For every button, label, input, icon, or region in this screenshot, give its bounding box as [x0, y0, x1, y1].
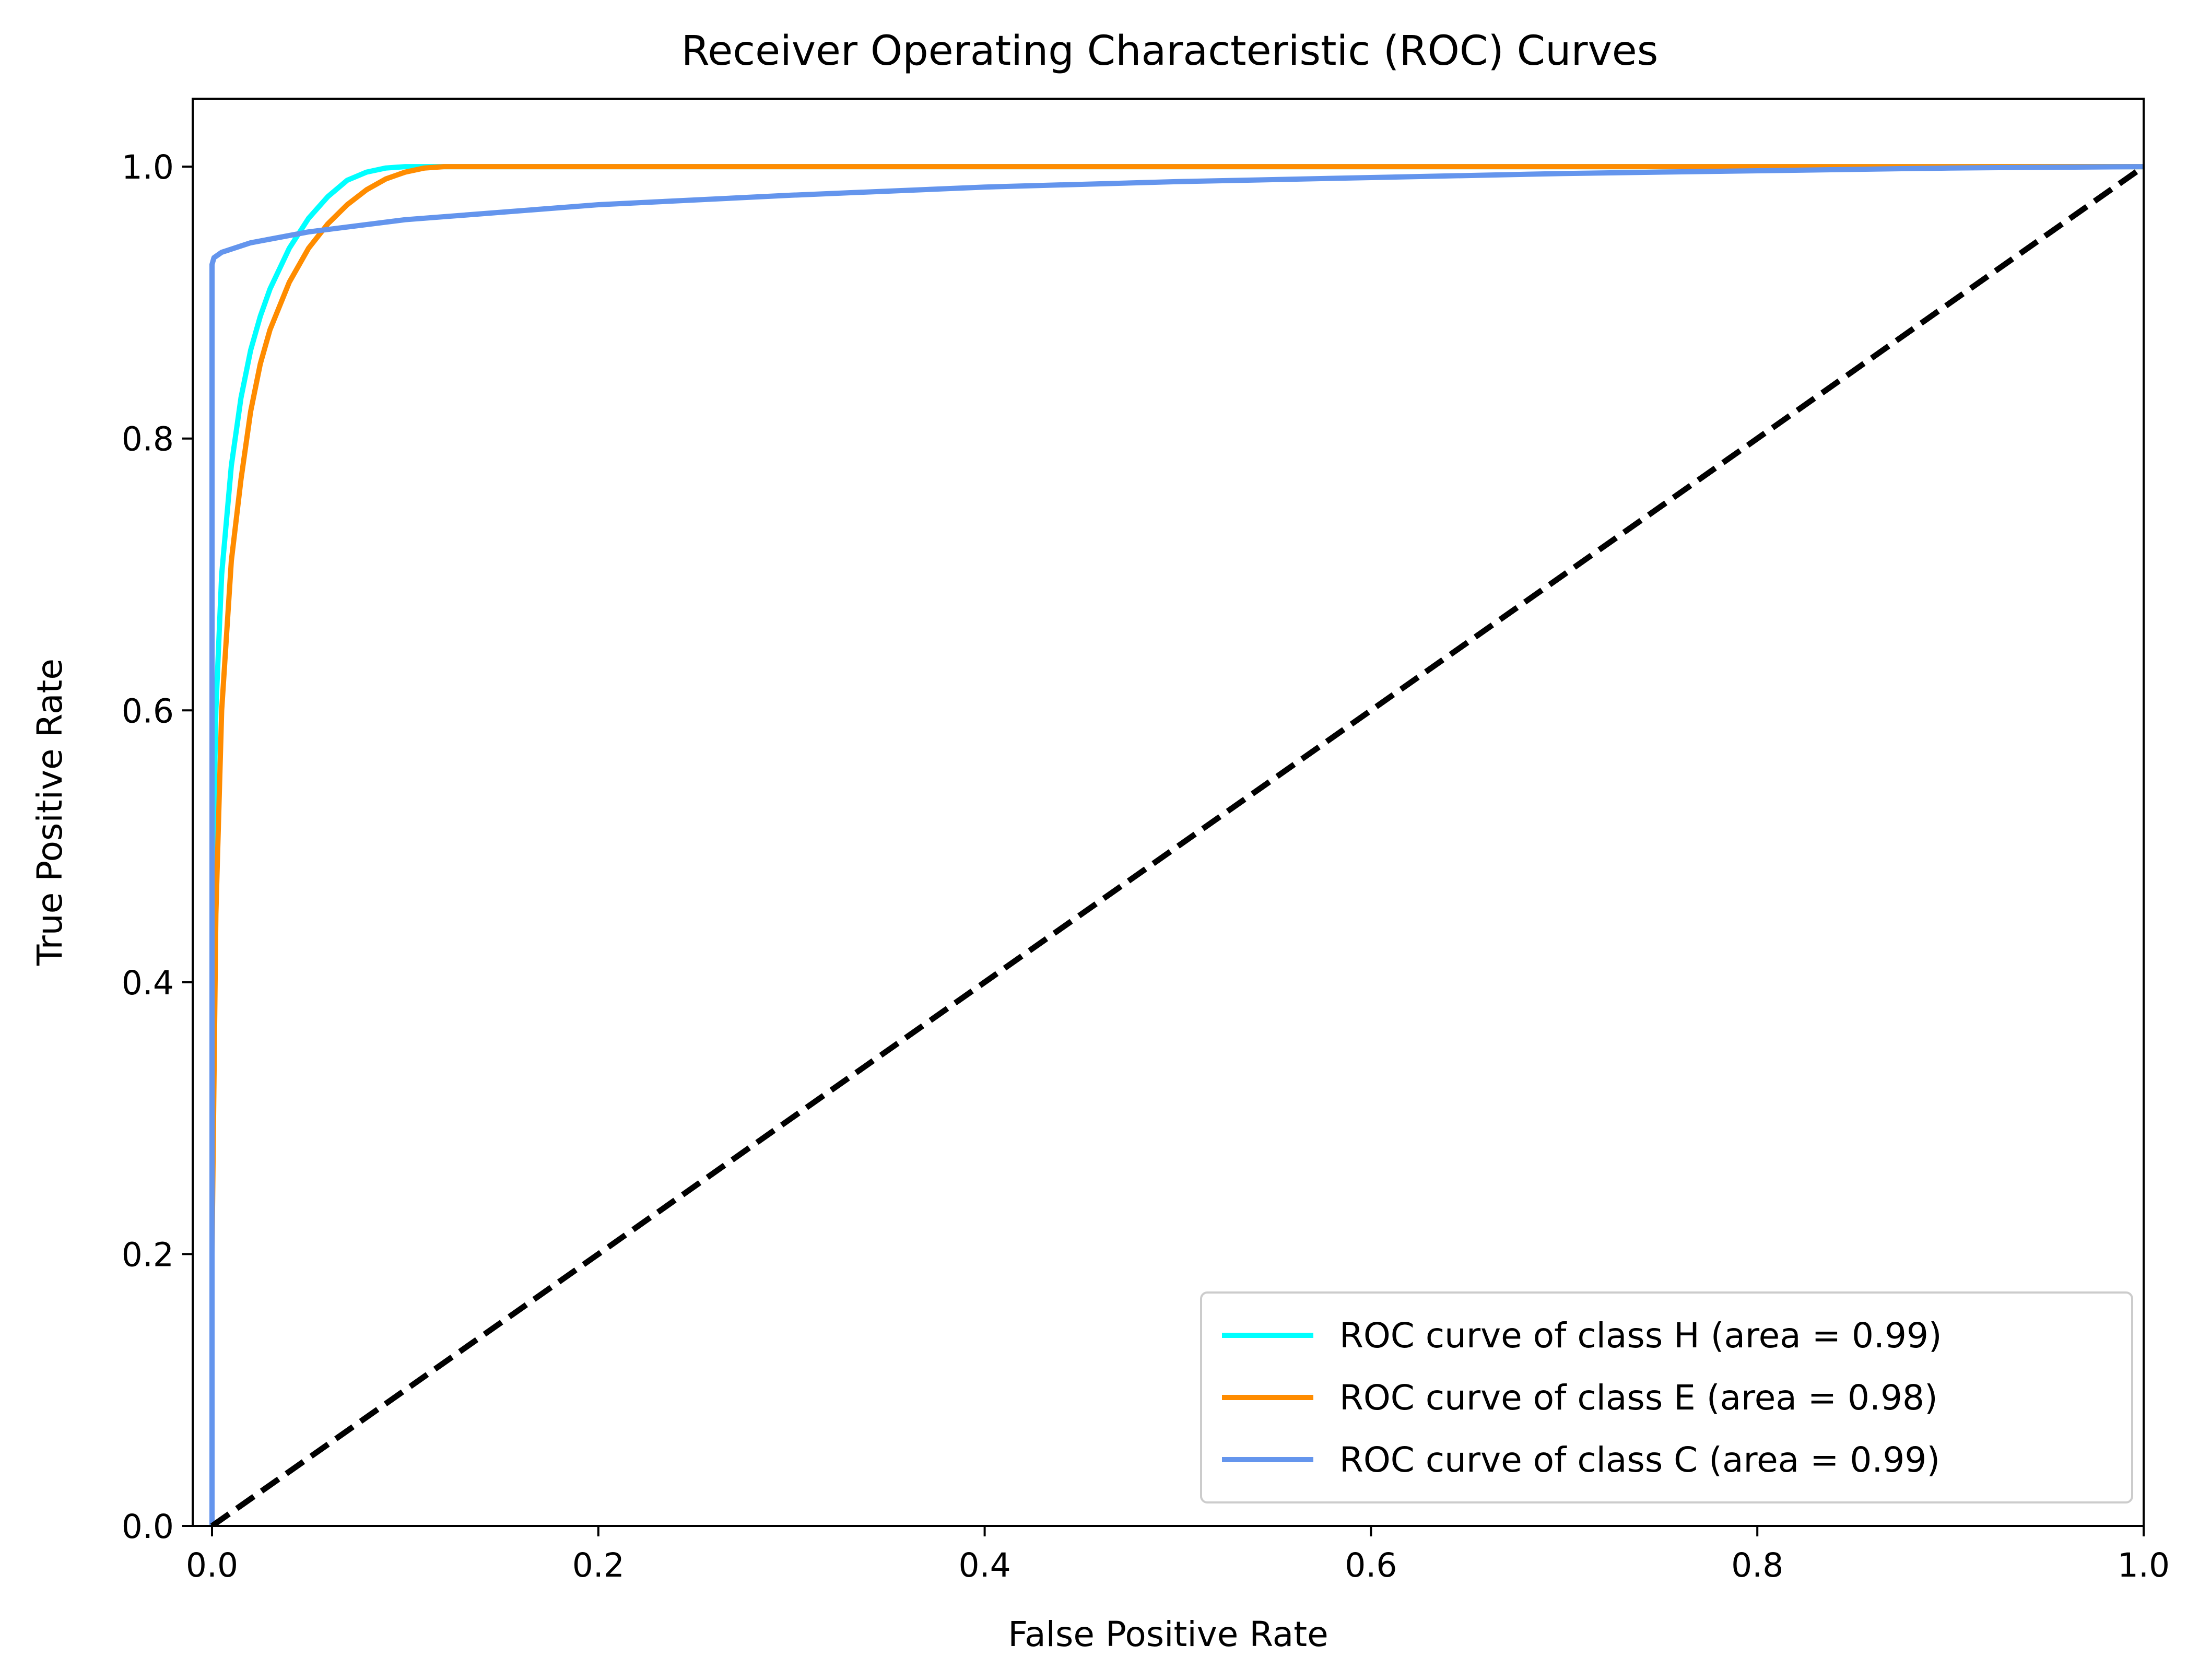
y-tick-label: 0.0	[122, 1508, 174, 1546]
series-line-2	[209, 164, 2144, 1526]
x-tick-label: 0.6	[1345, 1546, 1397, 1584]
series-line-1	[209, 164, 2144, 1526]
y-tick-label: 0.4	[122, 964, 174, 1002]
legend-label: ROC curve of class C (area = 0.99)	[1339, 1440, 1940, 1480]
x-tick-label: 0.2	[572, 1546, 625, 1584]
x-tick-label: 1.0	[2118, 1546, 2170, 1584]
y-tick-label: 0.8	[122, 420, 174, 459]
x-axis-label: False Positive Rate	[1008, 1614, 1328, 1654]
y-tick-label: 0.2	[122, 1236, 174, 1274]
y-tick-label: 0.6	[122, 692, 174, 730]
axis-ticks: 0.0 0.2 0.4 0.6 0.8 1.0 0.0 0.2 0.4 0.6 0.8 1.0	[122, 148, 2170, 1584]
legend-label: ROC curve of class H (area = 0.99)	[1339, 1315, 1942, 1356]
legend: ROC curve of class H (area = 0.99) ROC cu…	[1200, 1291, 2133, 1503]
axes-frame	[192, 98, 2145, 1527]
legend-label: ROC curve of class E (area = 0.98)	[1339, 1378, 1938, 1418]
y-axis-label: True Positive Rate	[30, 659, 70, 966]
x-tick-label: 0.0	[186, 1546, 238, 1584]
plot-area	[209, 164, 2144, 1526]
x-tick-label: 0.4	[958, 1546, 1010, 1584]
y-tick-label: 1.0	[122, 148, 174, 186]
chart-title: Receiver Operating Characteristic (ROC) …	[681, 28, 1659, 75]
x-tick-label: 0.8	[1731, 1546, 1783, 1584]
series-line-0	[209, 164, 2144, 1526]
legend-box	[1200, 1291, 2133, 1503]
